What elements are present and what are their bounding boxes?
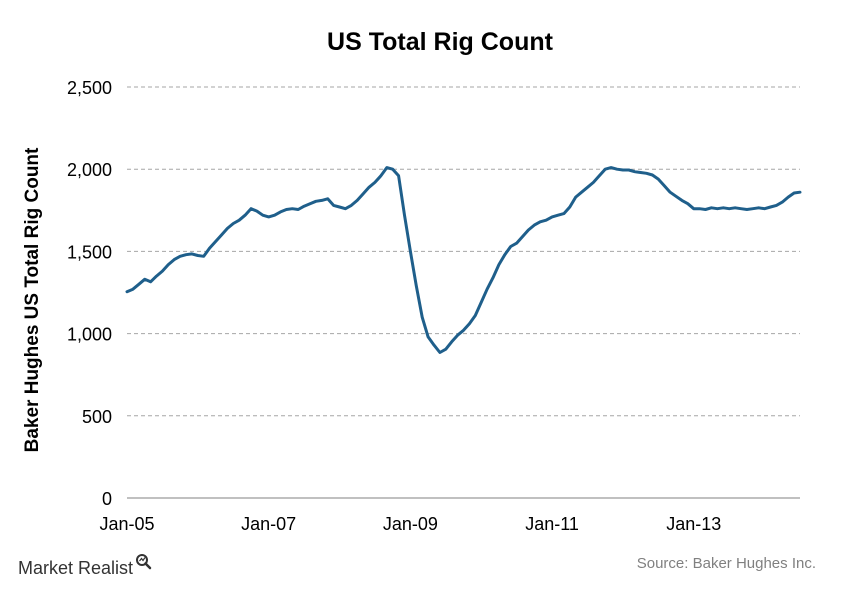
rig-count-line <box>125 166 802 354</box>
x-tick-label: Jan-09 <box>383 514 438 534</box>
x-tick-label: Jan-11 <box>525 514 579 534</box>
y-tick-label: 0 <box>102 489 112 509</box>
x-tick-label: Jan-07 <box>241 514 296 534</box>
y-tick-label: 2,000 <box>67 160 112 180</box>
x-tick-label: Jan-05 <box>99 514 154 534</box>
y-axis-ticks: 0 500 1,000 1,500 2,000 2,500 <box>67 78 112 509</box>
y-tick-label: 1,000 <box>67 325 112 345</box>
y-tick-label: 1,500 <box>67 242 112 262</box>
x-axis-ticks: Jan-05 Jan-07 Jan-09 Jan-11 Jan-13 <box>99 514 721 534</box>
market-realist-logo: Market Realist <box>18 554 152 578</box>
x-tick-label: Jan-13 <box>666 514 721 534</box>
source-note: Source: Baker Hughes Inc. <box>637 555 816 572</box>
logo-text: Market Realist <box>18 558 133 578</box>
y-axis-title: Baker Hughes US Total Rig Count <box>22 147 43 452</box>
chart-title: US Total Rig Count <box>327 28 554 56</box>
y-tick-label: 2,500 <box>67 78 112 98</box>
magnifier-icon <box>136 554 152 570</box>
y-tick-label: 500 <box>82 407 112 427</box>
gridlines <box>127 86 800 417</box>
